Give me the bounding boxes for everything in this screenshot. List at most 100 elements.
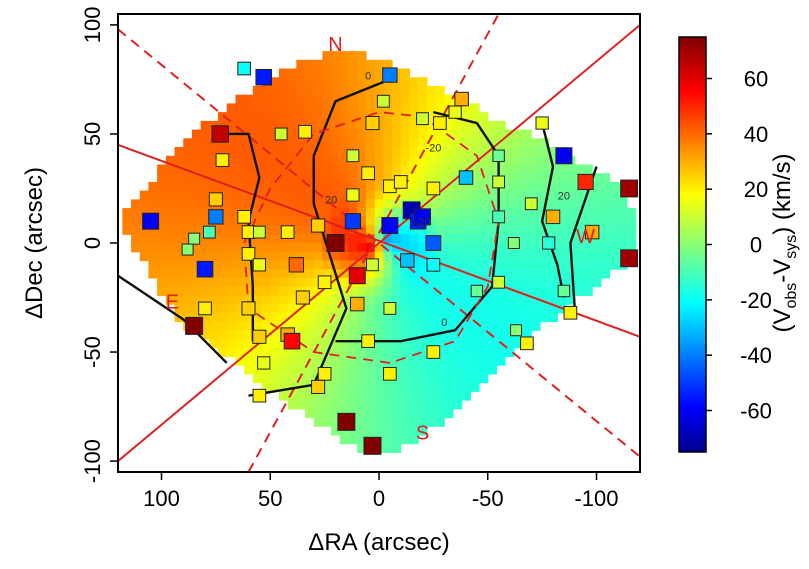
tracer-point <box>211 125 229 143</box>
field-cell <box>479 312 489 323</box>
field-cell <box>522 173 532 183</box>
field-cell <box>348 225 358 235</box>
field-cell <box>383 260 393 270</box>
field-cell <box>522 286 532 296</box>
field-cell <box>452 286 463 296</box>
field-cell <box>348 138 358 148</box>
field-cell <box>313 391 324 401</box>
tracer-point <box>454 91 469 107</box>
field-cell <box>313 68 324 78</box>
field-cell <box>470 120 480 131</box>
field-cell <box>244 103 254 113</box>
field-cell <box>470 338 480 349</box>
field-cell <box>200 190 210 200</box>
field-cell <box>418 312 428 323</box>
tracer-point <box>241 225 256 239</box>
field-cell <box>174 295 184 305</box>
field-cell <box>331 112 341 122</box>
field-cell <box>470 356 480 366</box>
field-cell <box>270 269 280 279</box>
field-cell <box>348 51 358 61</box>
field-cell <box>331 199 341 209</box>
field-cell <box>400 330 411 340</box>
field-cell <box>235 260 245 270</box>
field-cell <box>313 190 324 200</box>
field-cell <box>383 234 393 244</box>
field-cell <box>418 347 428 358</box>
field-cell <box>331 295 341 305</box>
field-cell <box>539 312 550 323</box>
direction-label: N <box>328 34 342 56</box>
field-cell <box>418 304 428 314</box>
field-cell <box>452 164 463 174</box>
field-cell <box>383 112 393 122</box>
field-cell <box>505 304 515 314</box>
field-cell <box>383 59 393 70</box>
field-cell <box>348 199 358 209</box>
field-cell <box>452 391 463 401</box>
field-cell <box>191 129 202 139</box>
field-cell <box>374 304 384 314</box>
field-cell <box>531 225 541 235</box>
field-cell <box>331 373 341 384</box>
field-cell <box>409 103 419 113</box>
field-cell <box>322 112 332 122</box>
tracer-point <box>620 179 639 198</box>
field-cell <box>348 382 358 392</box>
field-cell <box>426 85 437 96</box>
field-cell <box>452 155 463 166</box>
field-cell <box>522 225 532 235</box>
field-cell <box>383 190 393 200</box>
field-cell <box>322 225 332 235</box>
tracer-point <box>280 225 295 239</box>
field-cell <box>305 164 315 174</box>
field-cell <box>470 173 480 183</box>
field-cell <box>418 286 428 296</box>
field-cell <box>357 373 367 384</box>
field-cell <box>252 373 263 384</box>
field-cell <box>365 251 376 262</box>
field-cell <box>452 243 463 253</box>
field-cell <box>426 120 437 131</box>
field-cell <box>200 234 210 244</box>
tracer-point <box>584 224 600 240</box>
field-cell <box>218 138 228 148</box>
field-cell <box>226 112 237 122</box>
field-cell <box>609 190 619 200</box>
field-cell <box>583 269 593 279</box>
field-cell <box>296 269 306 279</box>
field-cell <box>218 260 228 270</box>
field-cell <box>426 208 437 218</box>
field-cell <box>174 225 184 235</box>
field-cell <box>348 234 358 244</box>
field-cell <box>278 173 289 183</box>
field-cell <box>461 129 471 139</box>
field-cell <box>505 338 515 349</box>
direction-label: E <box>166 291 179 313</box>
field-cell <box>209 295 219 305</box>
field-cell <box>226 330 237 340</box>
field-cell <box>374 400 384 410</box>
field-cell <box>566 277 576 288</box>
field-cell <box>452 129 463 139</box>
field-cell <box>426 391 437 401</box>
field-cell <box>383 277 393 288</box>
field-cell <box>470 304 480 314</box>
field-cell <box>574 216 585 227</box>
field-cell <box>348 112 358 122</box>
field-cell <box>374 417 384 427</box>
field-cell <box>348 312 358 323</box>
field-cell <box>418 269 428 279</box>
field-cell <box>331 391 341 401</box>
field-cell <box>339 103 350 113</box>
field-cell <box>418 373 428 384</box>
field-cell <box>513 216 524 227</box>
field-cell <box>479 181 489 192</box>
field-cell <box>444 120 454 131</box>
field-cell <box>609 181 619 192</box>
field-cell <box>235 321 245 331</box>
field-cell <box>348 251 358 262</box>
field-cell <box>296 400 306 410</box>
field-cell <box>296 68 306 78</box>
field-cell <box>287 129 297 139</box>
